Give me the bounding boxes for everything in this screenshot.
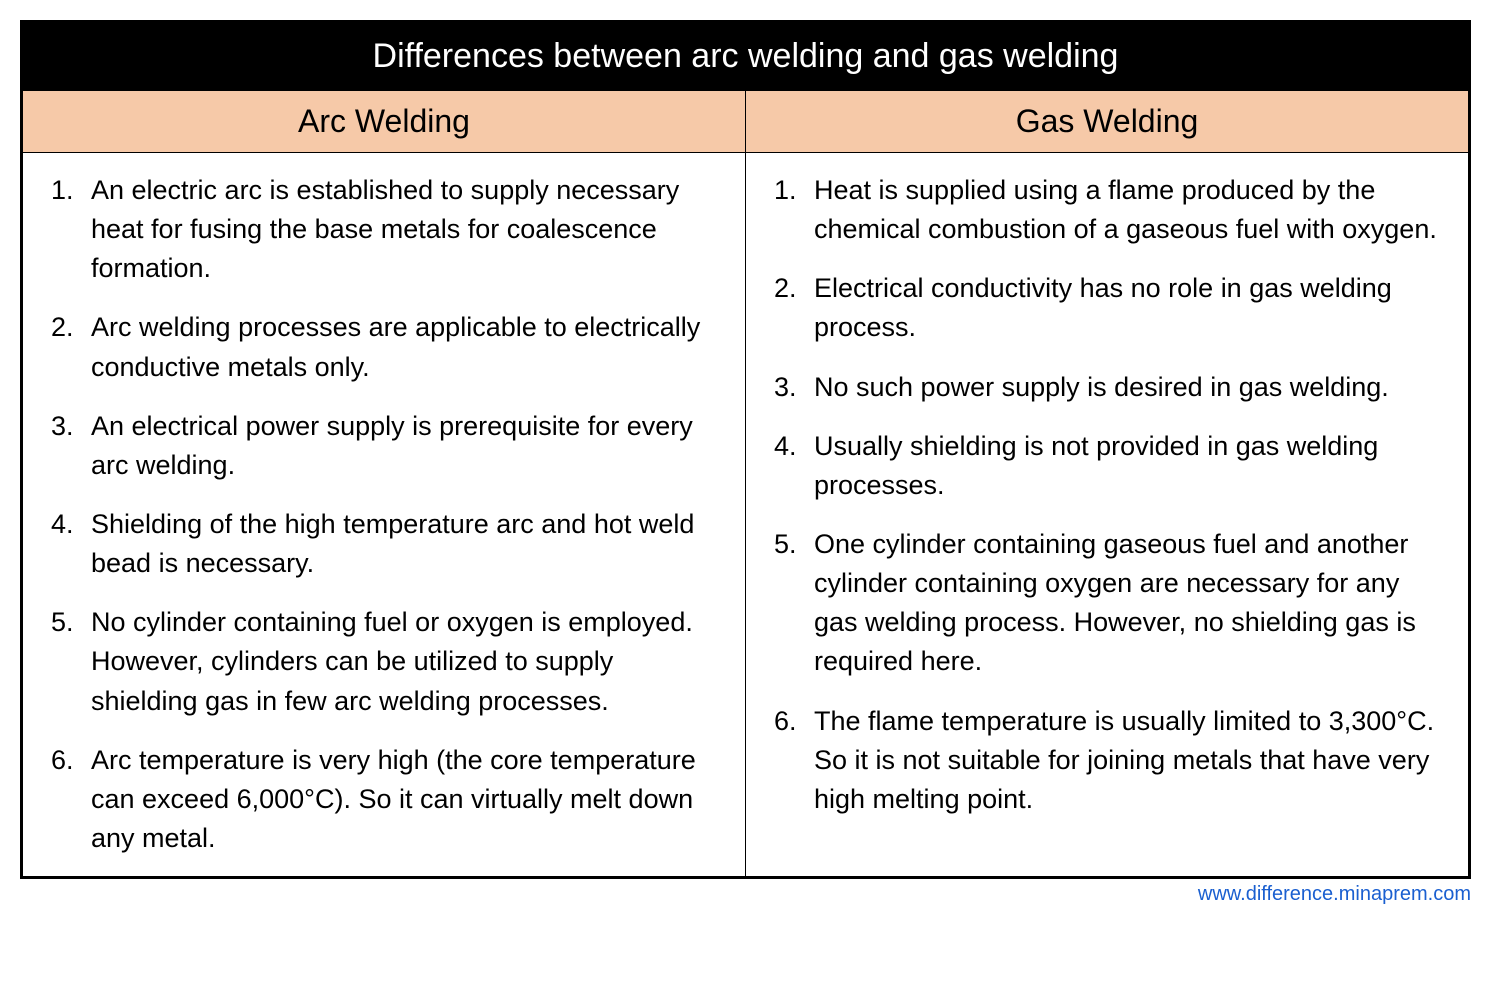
gas-welding-cell: Heat is supplied using a flame produced … — [746, 153, 1470, 878]
header-row: Arc Welding Gas Welding — [22, 91, 1470, 153]
table-title: Differences between arc welding and gas … — [22, 22, 1470, 91]
list-item: Electrical conductivity has no role in g… — [774, 269, 1440, 347]
gas-welding-list: Heat is supplied using a flame produced … — [774, 171, 1440, 819]
list-item: An electric arc is established to supply… — [51, 171, 717, 288]
comparison-table: Differences between arc welding and gas … — [20, 20, 1471, 879]
title-row: Differences between arc welding and gas … — [22, 22, 1470, 91]
arc-welding-cell: An electric arc is established to supply… — [22, 153, 746, 878]
left-column-header: Arc Welding — [22, 91, 746, 153]
list-item: Heat is supplied using a flame produced … — [774, 171, 1440, 249]
list-item: Shielding of the high temperature arc an… — [51, 505, 717, 583]
list-item: One cylinder containing gaseous fuel and… — [774, 525, 1440, 682]
list-item: The flame temperature is usually limited… — [774, 702, 1440, 819]
source-link[interactable]: www.difference.minaprem.com — [20, 879, 1471, 906]
body-row: An electric arc is established to supply… — [22, 153, 1470, 878]
list-item: Arc temperature is very high (the core t… — [51, 741, 717, 858]
arc-welding-list: An electric arc is established to supply… — [51, 171, 717, 858]
list-item: Usually shielding is not provided in gas… — [774, 427, 1440, 505]
list-item: No cylinder containing fuel or oxygen is… — [51, 603, 717, 720]
list-item: Arc welding processes are applicable to … — [51, 308, 717, 386]
list-item: No such power supply is desired in gas w… — [774, 368, 1440, 407]
right-column-header: Gas Welding — [746, 91, 1470, 153]
list-item: An electrical power supply is prerequisi… — [51, 407, 717, 485]
